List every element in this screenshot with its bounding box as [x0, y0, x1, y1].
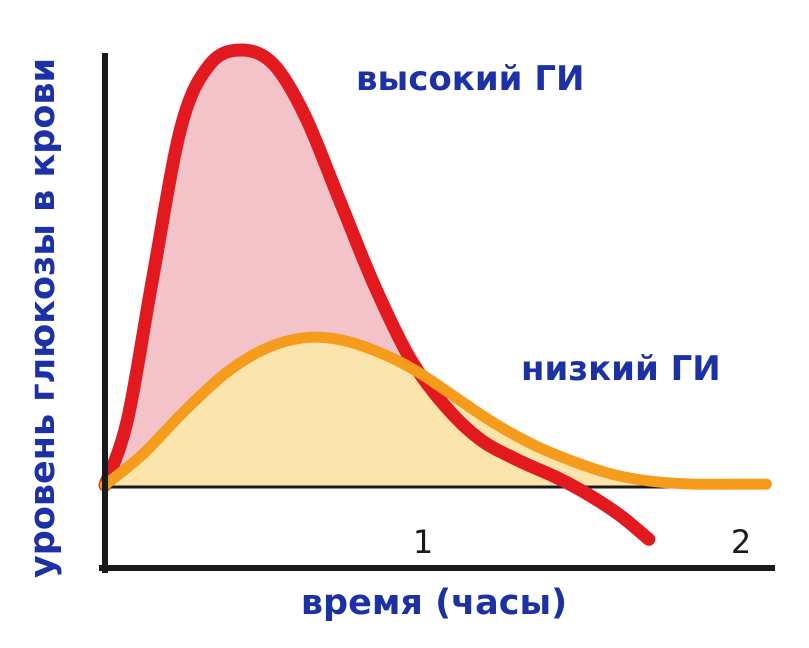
x-axis-title: время (часы) — [301, 583, 567, 623]
low-gi-area-fill — [105, 337, 767, 487]
x-tick-2: 2 — [731, 523, 751, 561]
high-gi-curve — [98, 43, 656, 546]
high-gi-label: высокий ГИ — [356, 59, 584, 99]
low-gi-label: низкий ГИ — [521, 349, 721, 389]
low-gi-curve — [99, 331, 772, 491]
x-tick-1: 1 — [413, 523, 433, 561]
y-axis-title: уровень глюкозы в крови — [23, 58, 63, 578]
